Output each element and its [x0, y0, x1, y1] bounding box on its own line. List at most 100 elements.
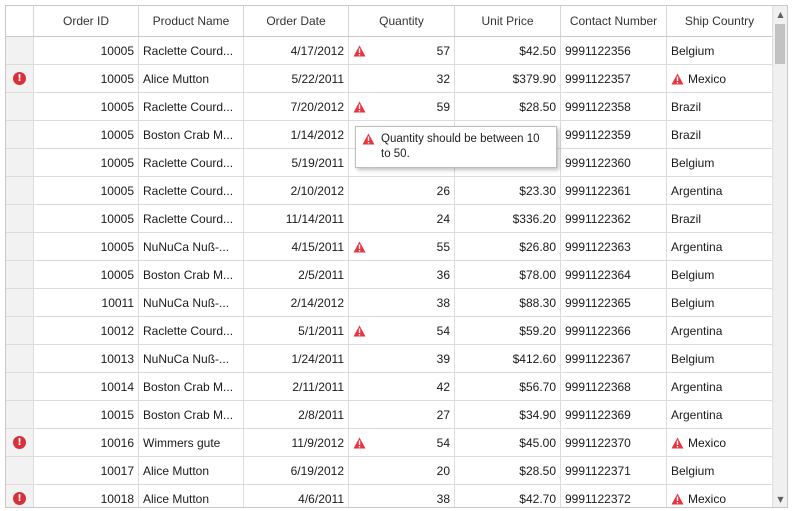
cell-order-id[interactable]: 10018	[34, 485, 139, 507]
cell-order-date[interactable]: 2/10/2012	[244, 177, 349, 204]
table-row[interactable]: 10005 Raclette Courd... 2/10/2012 26 $23.30 9…	[6, 177, 773, 205]
row-indicator[interactable]	[6, 37, 34, 64]
cell-order-date[interactable]: 4/6/2011	[244, 485, 349, 507]
row-indicator[interactable]	[6, 289, 34, 316]
cell-product-name[interactable]: Alice Mutton	[139, 457, 244, 484]
cell-contact-number[interactable]: 9991122356	[561, 37, 667, 64]
cell-product-name[interactable]: Boston Crab M...	[139, 121, 244, 148]
cell-unit-price[interactable]: $28.50	[455, 93, 561, 120]
scroll-up-icon[interactable]: ▲	[777, 9, 784, 19]
cell-ship-country[interactable]: Belgium	[667, 457, 773, 484]
scroll-down-icon[interactable]: ▼	[777, 494, 784, 504]
column-header-contact-number[interactable]: Contact Number	[561, 6, 667, 36]
cell-contact-number[interactable]: 9991122362	[561, 205, 667, 232]
row-indicator[interactable]	[6, 261, 34, 288]
cell-order-id[interactable]: 10005	[34, 177, 139, 204]
table-row[interactable]: 10015 Boston Crab M... 2/8/2011 27 $34.90 999…	[6, 401, 773, 429]
cell-quantity[interactable]: 38	[349, 485, 455, 507]
cell-contact-number[interactable]: 9991122364	[561, 261, 667, 288]
row-indicator[interactable]	[6, 93, 34, 120]
cell-ship-country[interactable]: Brazil	[667, 205, 773, 232]
cell-order-date[interactable]: 5/19/2011	[244, 149, 349, 176]
cell-contact-number[interactable]: 9991122361	[561, 177, 667, 204]
table-row[interactable]: 10017 Alice Mutton 6/19/2012 20 $28.50 999112…	[6, 457, 773, 485]
cell-order-id[interactable]: 10005	[34, 93, 139, 120]
cell-order-date[interactable]: 4/17/2012	[244, 37, 349, 64]
cell-unit-price[interactable]: $56.70	[455, 373, 561, 400]
cell-quantity[interactable]: 54	[349, 429, 455, 456]
cell-order-date[interactable]: 1/24/2011	[244, 345, 349, 372]
cell-product-name[interactable]: Boston Crab M...	[139, 261, 244, 288]
row-indicator[interactable]	[6, 177, 34, 204]
row-indicator[interactable]: !	[6, 485, 34, 507]
table-row[interactable]: 10005 Raclette Courd... 5/19/2011 999112236…	[6, 149, 773, 177]
cell-ship-country[interactable]: Argentina	[667, 373, 773, 400]
table-row[interactable]: 10005 NuNuCa Nuß-... 4/15/2011 55 $26.80 9991…	[6, 233, 773, 261]
scroll-thumb[interactable]	[775, 24, 785, 64]
cell-order-id[interactable]: 10017	[34, 457, 139, 484]
table-row[interactable]: 10005 Boston Crab M... 2/5/2011 36 $78.00 999…	[6, 261, 773, 289]
cell-order-id[interactable]: 10005	[34, 233, 139, 260]
cell-contact-number[interactable]: 9991122366	[561, 317, 667, 344]
cell-contact-number[interactable]: 9991122360	[561, 149, 667, 176]
cell-unit-price[interactable]: $379.90	[455, 65, 561, 92]
table-row[interactable]: ! 10018 Alice Mutton 4/6/2011 38 $42.70 999112…	[6, 485, 773, 507]
table-row[interactable]: 10011 NuNuCa Nuß-... 2/14/2012 38 $88.30 9991…	[6, 289, 773, 317]
cell-order-id[interactable]: 10005	[34, 261, 139, 288]
cell-ship-country[interactable]: Brazil	[667, 121, 773, 148]
row-indicator[interactable]: !	[6, 65, 34, 92]
cell-ship-country[interactable]: Brazil	[667, 93, 773, 120]
row-indicator[interactable]	[6, 345, 34, 372]
cell-product-name[interactable]: Raclette Courd...	[139, 317, 244, 344]
cell-ship-country[interactable]: Argentina	[667, 401, 773, 428]
cell-unit-price[interactable]: $26.80	[455, 233, 561, 260]
cell-order-date[interactable]: 5/22/2011	[244, 65, 349, 92]
cell-product-name[interactable]: Raclette Courd...	[139, 93, 244, 120]
row-indicator[interactable]	[6, 401, 34, 428]
cell-product-name[interactable]: Alice Mutton	[139, 485, 244, 507]
cell-order-id[interactable]: 10005	[34, 205, 139, 232]
cell-order-date[interactable]: 2/14/2012	[244, 289, 349, 316]
cell-unit-price[interactable]: $28.50	[455, 457, 561, 484]
cell-quantity[interactable]: 42	[349, 373, 455, 400]
column-header-ship-country[interactable]: Ship Country	[667, 6, 773, 36]
cell-ship-country[interactable]: Mexico	[667, 429, 773, 456]
cell-quantity[interactable]: 38	[349, 289, 455, 316]
cell-order-id[interactable]: 10014	[34, 373, 139, 400]
cell-product-name[interactable]: Raclette Courd...	[139, 149, 244, 176]
cell-order-date[interactable]: 2/8/2011	[244, 401, 349, 428]
row-indicator[interactable]	[6, 121, 34, 148]
table-row[interactable]: 10005 Raclette Courd... 4/17/2012 57 $42.50 9…	[6, 37, 773, 65]
cell-quantity[interactable]: 54	[349, 317, 455, 344]
table-row[interactable]: 10005 Raclette Courd... 11/14/2011 24 $336.2…	[6, 205, 773, 233]
cell-contact-number[interactable]: 9991122365	[561, 289, 667, 316]
table-row[interactable]: 10005 Raclette Courd... 7/20/2012 59 $28.50 9…	[6, 93, 773, 121]
cell-unit-price[interactable]: $336.20	[455, 205, 561, 232]
cell-quantity[interactable]: 57	[349, 37, 455, 64]
cell-ship-country[interactable]: Belgium	[667, 261, 773, 288]
cell-order-id[interactable]: 10005	[34, 37, 139, 64]
cell-unit-price[interactable]: $78.00	[455, 261, 561, 288]
cell-quantity[interactable]: 36	[349, 261, 455, 288]
cell-quantity[interactable]: 32	[349, 65, 455, 92]
cell-ship-country[interactable]: Belgium	[667, 37, 773, 64]
cell-quantity[interactable]: 39	[349, 345, 455, 372]
column-header-product-name[interactable]: Product Name	[139, 6, 244, 36]
cell-product-name[interactable]: Raclette Courd...	[139, 37, 244, 64]
cell-order-id[interactable]: 10015	[34, 401, 139, 428]
cell-unit-price[interactable]: $42.50	[455, 37, 561, 64]
cell-order-date[interactable]: 4/15/2011	[244, 233, 349, 260]
row-indicator[interactable]	[6, 149, 34, 176]
row-indicator[interactable]	[6, 233, 34, 260]
column-header-order-id[interactable]: Order ID	[34, 6, 139, 36]
cell-contact-number[interactable]: 9991122370	[561, 429, 667, 456]
cell-ship-country[interactable]: Belgium	[667, 149, 773, 176]
cell-ship-country[interactable]: Argentina	[667, 233, 773, 260]
cell-order-date[interactable]: 2/11/2011	[244, 373, 349, 400]
cell-unit-price[interactable]: $34.90	[455, 401, 561, 428]
cell-product-name[interactable]: NuNuCa Nuß-...	[139, 289, 244, 316]
table-row[interactable]: 10013 NuNuCa Nuß-... 1/24/2011 39 $412.60 999…	[6, 345, 773, 373]
cell-unit-price[interactable]: $88.30	[455, 289, 561, 316]
cell-unit-price[interactable]: $412.60	[455, 345, 561, 372]
row-indicator[interactable]: !	[6, 429, 34, 456]
